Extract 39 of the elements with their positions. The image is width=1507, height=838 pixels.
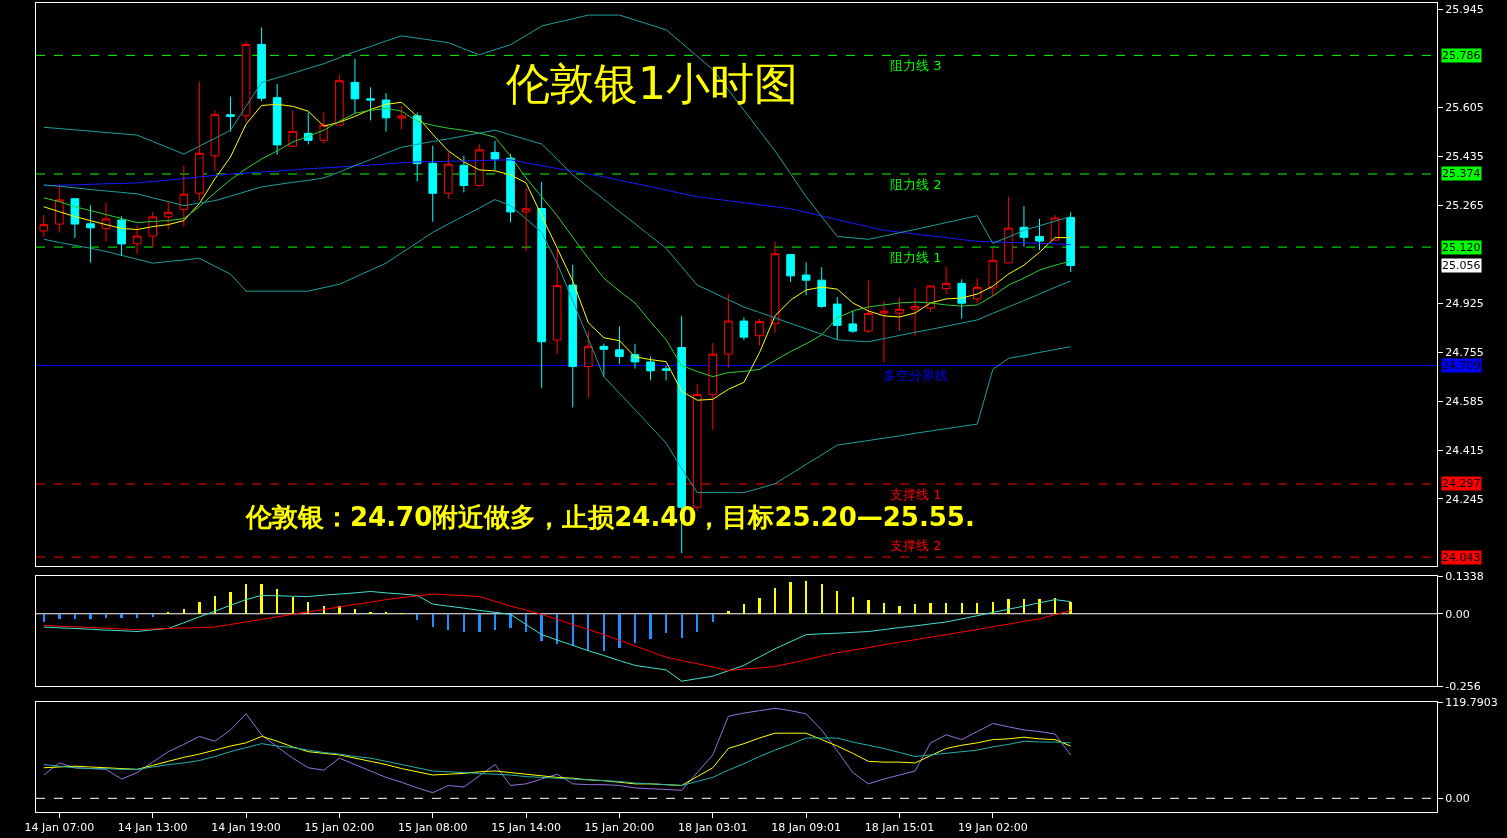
y-tick-label: -0.256 [1445, 679, 1481, 693]
text: 24.709 [1442, 359, 1481, 372]
ref-line-label: 支撑线 2 [890, 538, 942, 553]
x-tick-label: 15 Jan 14:00 [491, 821, 561, 835]
y-tick-label: 0.00 [1445, 792, 1470, 806]
x-tick-label: 14 Jan 13:00 [117, 821, 188, 835]
y-tick-label: 24.755 [1445, 345, 1484, 359]
y-tick-label: 24.415 [1445, 443, 1484, 457]
text: 25.120 [1442, 241, 1481, 254]
x-tick-label: 15 Jan 20:00 [584, 821, 655, 835]
text: 25.374 [1442, 167, 1481, 180]
text: 24.297 [1442, 477, 1481, 490]
x-tick-label: 14 Jan 19:00 [211, 821, 281, 835]
ref-line-label: 阻力线 1 [890, 250, 942, 265]
y-tick-label: 24.585 [1445, 394, 1484, 408]
x-tick-label: 18 Jan 09:01 [771, 821, 841, 835]
y-tick-label: 24.245 [1445, 492, 1484, 506]
text: 伦敦银1小时图 [506, 58, 798, 109]
text: 25.786 [1442, 49, 1481, 62]
x-tick-label: 18 Jan 15:01 [864, 821, 935, 835]
y-tick-label: 0.1338 [1445, 569, 1484, 583]
ref-line-label: 多空分界线 [883, 368, 948, 383]
y-tick-label: 25.265 [1445, 199, 1484, 213]
ref-line-label: 阻力线 3 [890, 58, 942, 73]
x-tick-label: 14 Jan 07:00 [24, 821, 95, 835]
x-tick-label: 19 Jan 02:00 [958, 821, 1028, 835]
ref-line-label: 支撑线 1 [890, 487, 942, 502]
text: 24.043 [1442, 551, 1481, 564]
y-tick-label: 25.605 [1445, 101, 1484, 115]
y-tick-label: 25.435 [1445, 150, 1484, 164]
y-tick-label: 24.925 [1445, 297, 1484, 311]
x-tick-label: 18 Jan 03:01 [677, 821, 748, 835]
x-tick-label: 15 Jan 02:00 [304, 821, 375, 835]
y-tick-label: 119.7903 [1445, 695, 1498, 709]
x-tick-label: 15 Jan 08:00 [397, 821, 468, 835]
text: 25.056 [1442, 259, 1481, 272]
ref-line-label: 阻力线 2 [890, 177, 942, 192]
y-tick-label: 25.945 [1445, 3, 1484, 17]
y-tick-label: 0.00 [1445, 607, 1470, 621]
